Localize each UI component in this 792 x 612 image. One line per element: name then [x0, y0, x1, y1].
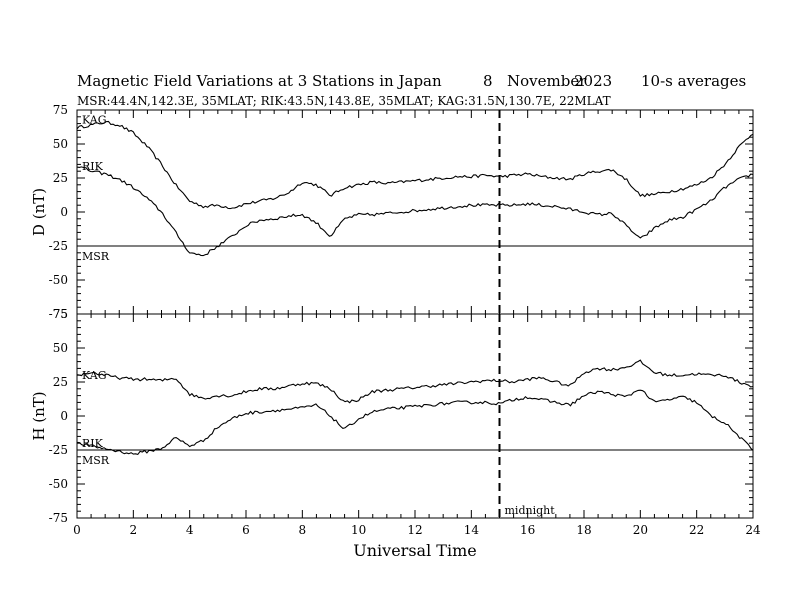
x-tick-label: 12: [407, 523, 422, 537]
series-label: KAG: [82, 369, 107, 382]
panel-frame-H: [76, 313, 754, 519]
date-month: November: [507, 72, 587, 90]
x-tick-label: 18: [576, 523, 591, 537]
date-day: 8: [483, 72, 493, 90]
averaging-note: 10-s averages: [641, 72, 747, 90]
y-tick-label: -25: [49, 239, 68, 253]
y-tick-label: 25: [53, 171, 68, 185]
x-tick-label: 20: [633, 523, 648, 537]
y-tick-label: 75: [53, 307, 68, 321]
y-tick-label: -50: [49, 477, 68, 491]
x-tick-label: 6: [242, 523, 250, 537]
x-tick-label: 0: [73, 523, 81, 537]
x-tick-label: 10: [351, 523, 366, 537]
x-tick-label: 24: [745, 523, 761, 537]
series-label: KAG: [82, 114, 107, 127]
y-tick-label: 50: [53, 341, 68, 355]
y-tick-label: 75: [53, 103, 68, 117]
y-tick-label: -75: [49, 511, 68, 525]
y-axis-label: H (nT): [30, 391, 48, 440]
series-line-kag-d: [76, 120, 754, 210]
series-line-rik-h: [76, 389, 754, 456]
station-info: MSR:44.4N,142.3E, 35MLAT; RIK:43.5N,143.…: [77, 94, 611, 108]
x-tick-label: 16: [520, 523, 535, 537]
series-label: RIK: [82, 437, 104, 450]
y-tick-label: -75: [49, 307, 68, 321]
x-tick-label: 8: [299, 523, 307, 537]
date-year: 2023: [574, 72, 613, 90]
x-tick-label: 22: [689, 523, 704, 537]
x-tick-label: 14: [464, 523, 480, 537]
x-tick-label: 2: [130, 523, 138, 537]
y-tick-label: -25: [49, 443, 68, 457]
midnight-label: midnight: [505, 504, 556, 517]
y-tick-label: 0: [60, 409, 68, 423]
x-axis-label: Universal Time: [353, 541, 476, 560]
y-tick-label: 0: [60, 205, 68, 219]
y-tick-label: 50: [53, 137, 68, 151]
chart-title: Magnetic Field Variations at 3 Stations …: [77, 72, 442, 90]
series-line-rik-d: [76, 166, 754, 257]
y-tick-label: -50: [49, 273, 68, 287]
series-line-kag-h: [76, 359, 754, 404]
x-tick-label: 4: [186, 523, 194, 537]
series-label: RIK: [82, 160, 104, 173]
panel-frame-D: [76, 109, 754, 315]
y-axis-label: D (nT): [30, 188, 48, 236]
y-tick-label: 25: [53, 375, 68, 389]
series-label: MSR: [82, 250, 110, 263]
series-label: MSR: [82, 454, 110, 467]
